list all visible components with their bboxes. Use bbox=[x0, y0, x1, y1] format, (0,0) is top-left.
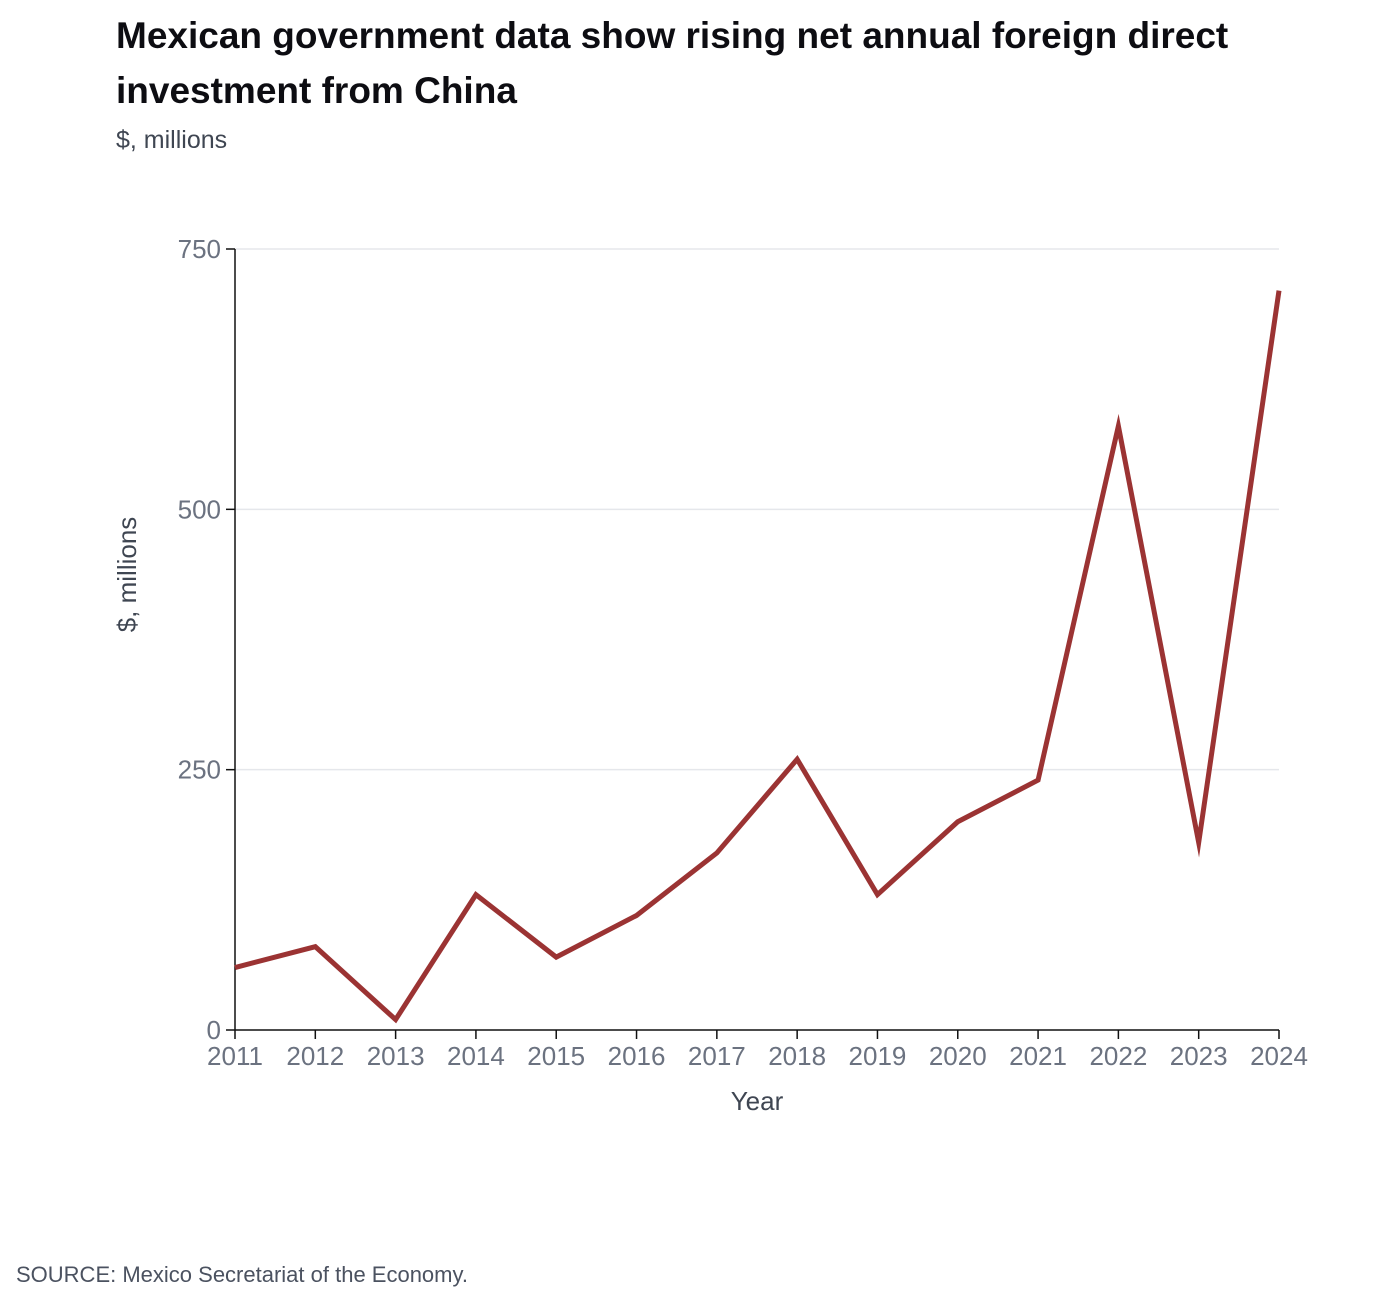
x-tick-label: 2012 bbox=[286, 1041, 344, 1071]
x-tick-label: 2016 bbox=[608, 1041, 666, 1071]
source-note: SOURCE: Mexico Secretariat of the Econom… bbox=[16, 1262, 468, 1287]
x-tick-label: 2017 bbox=[688, 1041, 746, 1071]
x-tick-label: 2015 bbox=[527, 1041, 585, 1071]
chart-title: Mexican government data show rising net … bbox=[116, 15, 1229, 111]
x-ticks: 2011 2012 2013 2014 2015 2016 2017 2018 2019 2020… bbox=[207, 1030, 1308, 1071]
x-tick-label: 2020 bbox=[929, 1041, 987, 1071]
y-ticks: 0 250 500 750 bbox=[178, 234, 235, 1045]
series bbox=[234, 290, 1282, 1024]
chart-subtitle: $, millions bbox=[116, 126, 228, 154]
y-tick-label: 500 bbox=[178, 494, 221, 524]
series-line bbox=[234, 290, 1282, 1024]
x-tick-label: 2021 bbox=[1009, 1041, 1067, 1071]
x-axis-title: Year bbox=[731, 1086, 784, 1116]
x-tick-label: 2019 bbox=[849, 1041, 907, 1071]
x-tick-label: 2022 bbox=[1089, 1041, 1147, 1071]
y-tick-label: 0 bbox=[207, 1015, 221, 1045]
gridlines bbox=[235, 248, 1279, 771]
x-tick-label: 2013 bbox=[367, 1041, 425, 1071]
x-tick-label: 2011 bbox=[207, 1041, 263, 1071]
y-tick-label: 750 bbox=[178, 234, 221, 264]
x-tick-label: 2023 bbox=[1170, 1041, 1228, 1071]
x-tick-label: 2024 bbox=[1250, 1041, 1308, 1071]
x-tick-label: 2018 bbox=[768, 1041, 826, 1071]
axes bbox=[234, 249, 1279, 1031]
x-tick-label: 2014 bbox=[447, 1041, 505, 1071]
y-tick-label: 250 bbox=[178, 755, 221, 785]
y-axis-title: $, millions bbox=[112, 517, 142, 633]
